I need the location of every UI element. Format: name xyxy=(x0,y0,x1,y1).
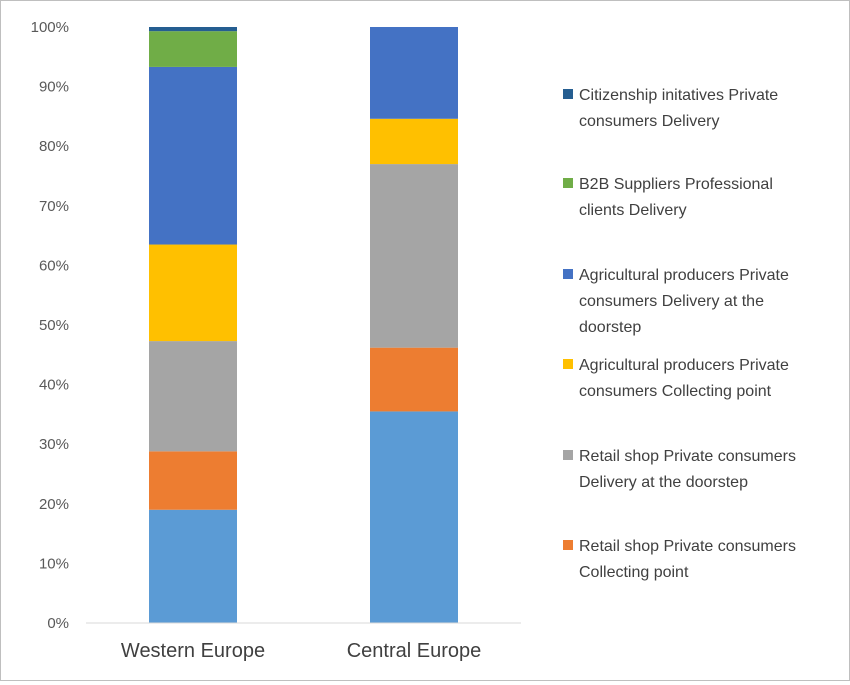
bar-segment-1-1 xyxy=(149,509,237,623)
legend-label: consumers Delivery xyxy=(579,113,719,130)
legend-label: Agricultural producers Private xyxy=(579,267,789,284)
bar-segment-1-6 xyxy=(149,31,237,67)
legend-swatch xyxy=(563,540,573,550)
bar-segment-1-5 xyxy=(149,66,237,245)
legend: Citizenship initatives Private consumers … xyxy=(563,87,796,581)
legend-label: consumers Collecting point xyxy=(579,383,772,400)
bars xyxy=(149,27,458,623)
bar-segment-1-2 xyxy=(149,451,237,510)
bar-segment-2-3 xyxy=(370,164,458,348)
bar-segment-2-2 xyxy=(370,347,458,412)
y-tick-label: 20% xyxy=(39,496,69,513)
legend-label: Collecting point xyxy=(579,564,689,581)
bar-segment-1-4 xyxy=(149,244,237,342)
y-tick-label: 70% xyxy=(39,198,69,215)
y-tick-label: 60% xyxy=(39,257,69,274)
bar-segment-2-4 xyxy=(370,118,458,165)
legend-swatch xyxy=(563,89,573,99)
legend-label: Retail shop Private consumers xyxy=(579,448,796,465)
legend-label: Citizenship initatives Private xyxy=(579,87,778,104)
legend-label: doorstep xyxy=(579,319,641,336)
bar-segment-2-1 xyxy=(370,411,458,623)
legend-label: Agricultural producers Private xyxy=(579,357,789,374)
bar-segment-2-5 xyxy=(370,27,458,119)
bar-segment-1-7 xyxy=(149,27,237,32)
legend-label: Retail shop Private consumers xyxy=(579,538,796,555)
legend-swatch xyxy=(563,359,573,369)
legend-swatch xyxy=(563,178,573,188)
y-tick-label: 50% xyxy=(39,317,69,334)
x-axis-ticks: Western Europe Central Europe xyxy=(121,640,481,662)
legend-label: Delivery at the doorstep xyxy=(579,474,748,491)
y-tick-label: 90% xyxy=(39,79,69,96)
x-tick-label: Central Europe xyxy=(347,640,482,662)
y-tick-label: 80% xyxy=(39,138,69,155)
legend-swatch xyxy=(563,269,573,279)
legend-label: B2B Suppliers Professional xyxy=(579,176,773,193)
y-axis-ticks: 0% 10% 20% 30% 40% 50% 60% 70% 80% 90% 100% xyxy=(31,19,69,632)
y-tick-label: 0% xyxy=(47,615,69,632)
y-tick-label: 40% xyxy=(39,377,69,394)
y-tick-label: 10% xyxy=(39,555,69,572)
bar-segment-1-3 xyxy=(149,341,237,452)
legend-swatch xyxy=(563,450,573,460)
y-tick-label: 100% xyxy=(31,19,69,36)
legend-label: consumers Delivery at the xyxy=(579,293,764,310)
y-tick-label: 30% xyxy=(39,436,69,453)
legend-label: clients Delivery xyxy=(579,202,687,219)
x-tick-label: Western Europe xyxy=(121,640,265,662)
